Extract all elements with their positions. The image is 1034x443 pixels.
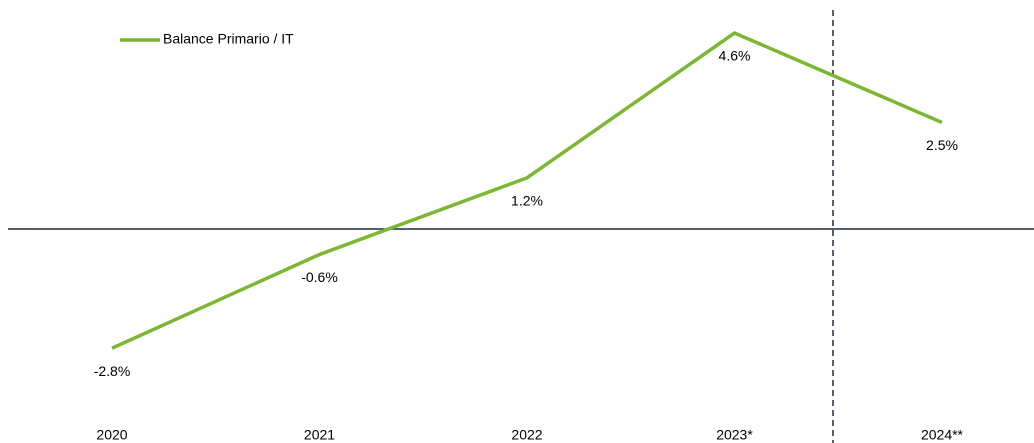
data-label: 2.5% — [926, 137, 958, 153]
data-label: 1.2% — [511, 193, 543, 209]
data-label: -2.8% — [94, 363, 131, 379]
data-label: 4.6% — [719, 48, 751, 64]
legend-label: Balance Primario / IT — [163, 31, 294, 47]
x-tick-label: 2021 — [304, 427, 335, 443]
x-tick-label: 2024** — [921, 427, 964, 443]
x-tick-label: 2023* — [716, 427, 753, 443]
x-tick-label: 2020 — [96, 427, 127, 443]
x-tick-label: 2022 — [511, 427, 542, 443]
data-label: -0.6% — [301, 269, 338, 285]
data-line — [111, 31, 943, 350]
